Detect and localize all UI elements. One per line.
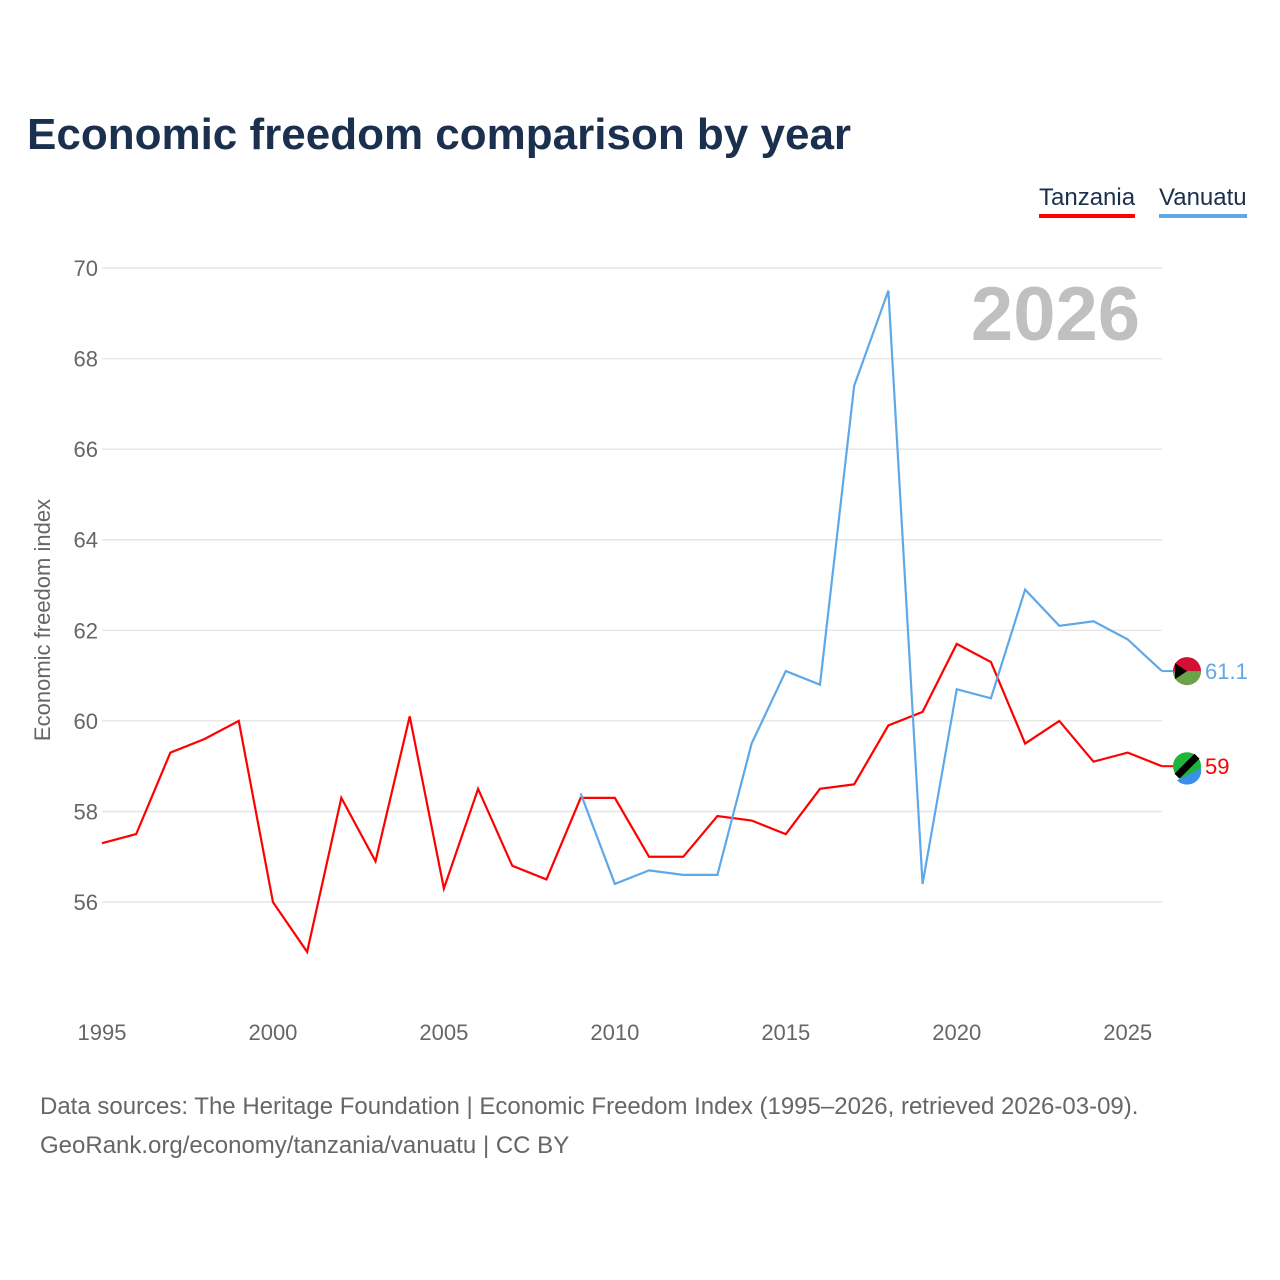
series-line-vanuatu [579,290,1163,886]
x-tick-label: 2005 [419,1020,468,1045]
flag-triangle-icon [1175,663,1187,680]
year-watermark: 2026 [971,272,1140,357]
y-tick-label: 58 [74,799,98,824]
flag-segment-icon [1177,768,1202,785]
legend-vanuatu[interactable]: Vanuatu [1159,184,1247,218]
end-value-label: 61.1 [1205,659,1248,684]
x-tick-label: 2025 [1103,1020,1152,1045]
x-tick-label: 2015 [761,1020,810,1045]
chart-title: Economic freedom comparison by year [27,110,852,159]
series-line-tanzania [101,642,1163,955]
flag-band-icon [1174,753,1200,779]
y-axis-label: Economic freedom index [30,499,55,741]
source-link[interactable]: GeoRank.org/economy/tanzania/vanuatu | C… [40,1132,570,1159]
x-tick-label: 2000 [248,1020,297,1045]
legend-tanzania[interactable]: Tanzania [1039,184,1136,218]
footer: Data sources: The Heritage Foundation | … [40,1087,1138,1165]
x-tick-label: 2020 [932,1020,981,1045]
y-tick-label: 68 [74,347,98,372]
y-tick-label: 62 [74,618,98,643]
y-tick-label: 66 [74,437,98,462]
x-tick-label: 1995 [78,1020,127,1045]
y-tick-label: 56 [74,890,98,915]
end-value-label: 59 [1205,754,1229,779]
data-source-note: Data sources: The Heritage Foundation | … [40,1093,1139,1120]
y-tick-label: 60 [74,709,98,734]
y-tick-label: 64 [74,528,98,553]
chart-area: 56 58 60 62 64 66 68 70 1995 2000 2005 2010 2015 2020… [30,256,1248,1045]
x-tick-label: 2010 [590,1020,639,1045]
y-tick-label: 70 [74,256,98,281]
